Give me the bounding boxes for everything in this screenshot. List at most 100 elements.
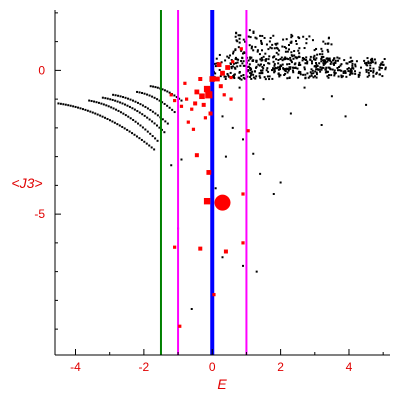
black-point (244, 40, 247, 43)
black-point (339, 64, 342, 67)
black-point (297, 76, 300, 79)
black-point (124, 114, 127, 117)
black-point (370, 60, 373, 63)
red-point (206, 170, 212, 175)
black-point (383, 58, 386, 61)
black-point (275, 46, 278, 49)
black-point (349, 72, 352, 75)
x-tick-label: 4 (346, 360, 353, 374)
red-point (194, 89, 200, 95)
red-point (241, 192, 245, 196)
red-point (222, 93, 226, 97)
black-point (328, 74, 331, 77)
black-point (305, 56, 308, 59)
black-point (326, 71, 329, 74)
black-point (298, 70, 301, 73)
black-point (363, 59, 366, 62)
black-point (316, 53, 319, 56)
black-point (263, 64, 266, 67)
black-point (284, 72, 287, 75)
black-point (299, 63, 302, 66)
red-point (216, 62, 222, 68)
black-point (219, 75, 222, 78)
black-point (237, 76, 240, 79)
black-point (340, 74, 343, 77)
black-point (145, 142, 148, 145)
black-point (281, 63, 284, 66)
black-point (236, 40, 239, 43)
black-point (241, 56, 244, 59)
black-point (101, 115, 104, 118)
black-point (262, 55, 265, 58)
black-point (173, 94, 176, 97)
black-point (151, 95, 154, 98)
black-point (302, 73, 305, 76)
black-point (215, 57, 218, 60)
black-point (286, 71, 289, 74)
black-point (249, 74, 252, 77)
black-point (238, 37, 241, 40)
black-point (318, 68, 321, 71)
black-point (287, 43, 290, 46)
black-point (357, 75, 360, 78)
black-point (267, 62, 270, 65)
black-point (275, 67, 278, 70)
black-point (256, 50, 259, 53)
black-point (149, 85, 152, 88)
black-point (252, 31, 255, 34)
black-point (290, 51, 293, 54)
black-point (344, 71, 347, 74)
black-point (375, 71, 378, 74)
black-point (261, 49, 264, 52)
black-point (341, 75, 344, 78)
black-point (289, 112, 292, 115)
black-point (244, 64, 247, 67)
black-point (249, 75, 252, 78)
black-point (281, 45, 284, 48)
black-point (365, 103, 368, 106)
black-point (106, 117, 109, 120)
black-point (259, 34, 262, 37)
red-point (208, 111, 213, 116)
red-point (214, 194, 231, 211)
black-point (338, 69, 341, 72)
black-point (158, 126, 161, 129)
black-point (252, 30, 255, 33)
black-point (264, 52, 267, 55)
black-point (327, 59, 330, 62)
black-point (382, 64, 385, 67)
black-point (310, 74, 313, 77)
black-point (280, 56, 283, 59)
black-point (285, 57, 288, 60)
black-point (324, 68, 327, 71)
black-point (226, 55, 229, 58)
black-point (249, 66, 252, 69)
black-point (153, 148, 156, 151)
black-point (311, 62, 314, 65)
black-point (321, 59, 324, 62)
x-tick-label: -4 (70, 360, 81, 374)
black-point (234, 67, 237, 70)
black-point (255, 65, 258, 68)
red-point (198, 246, 203, 251)
red-point (179, 104, 184, 108)
black-point (229, 62, 232, 65)
black-point (247, 69, 250, 72)
black-point (241, 52, 244, 55)
black-point (270, 69, 273, 72)
black-point (294, 56, 297, 59)
black-point (315, 71, 318, 74)
black-point (121, 125, 124, 128)
black-point (150, 146, 153, 149)
black-point (328, 57, 331, 60)
black-point (242, 264, 245, 267)
black-point (229, 54, 232, 57)
black-point (365, 61, 368, 64)
black-point (268, 78, 271, 81)
black-point (108, 119, 111, 122)
black-point (368, 74, 371, 77)
black-point (320, 124, 323, 126)
black-point (336, 66, 339, 69)
black-point (104, 97, 107, 100)
black-point (307, 76, 310, 79)
